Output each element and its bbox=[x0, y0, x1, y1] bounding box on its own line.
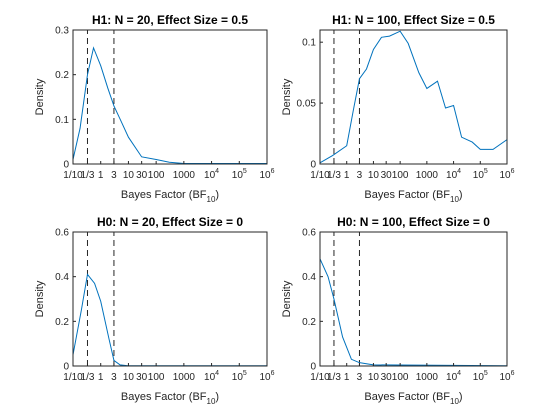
y-tick-label: 0.1 bbox=[55, 115, 69, 126]
x-axis-label: Bayes Factor (BF10) bbox=[121, 189, 219, 204]
y-tick-label: 0.3 bbox=[55, 26, 69, 37]
plot-area bbox=[320, 30, 507, 164]
x-tick-label: 105 bbox=[232, 168, 247, 181]
plot-area bbox=[320, 232, 507, 366]
x-tick-label: 100 bbox=[148, 170, 165, 181]
x-tick-label: 100 bbox=[148, 372, 165, 383]
axes-box bbox=[319, 29, 508, 165]
subplot-4: 0 0.2 0.4 0.6 1/101/3 1 3 10 30 100 1000 104 105 106 H… bbox=[281, 215, 515, 406]
x-tick-label: 1000 bbox=[173, 372, 196, 383]
x-tick-label: 1 bbox=[344, 372, 350, 383]
x-tick-label: 30 bbox=[381, 170, 393, 181]
y-tick-label: 0.2 bbox=[302, 317, 316, 328]
y-tick-label: 0.4 bbox=[55, 272, 69, 283]
x-tick-label: 1/3 bbox=[327, 170, 341, 181]
x-tick-label: 1000 bbox=[416, 170, 439, 181]
y-tick-label: 0 bbox=[63, 362, 69, 373]
x-tick-label: 105 bbox=[473, 370, 488, 383]
x-tick-label: 106 bbox=[259, 370, 274, 383]
axes-box bbox=[319, 231, 508, 367]
x-tick-label: 1/10 bbox=[310, 372, 330, 383]
y-axis-label: Density bbox=[281, 280, 293, 317]
y-axis-label: Density bbox=[281, 78, 293, 115]
y-axis-label: Density bbox=[34, 78, 46, 115]
x-tick-label: 1 bbox=[344, 170, 350, 181]
x-tick-label: 10 bbox=[368, 170, 380, 181]
y-tick-label: 0 bbox=[310, 160, 316, 171]
x-tick-label: 3 bbox=[357, 372, 363, 383]
subplot-title: H0: N = 100, Effect Size = 0 bbox=[337, 215, 490, 229]
x-tick-label: 30 bbox=[381, 372, 393, 383]
y-tick-label: 0 bbox=[310, 362, 316, 373]
axes-box bbox=[72, 231, 268, 367]
subplot-1: 0 0.1 0.2 0.3 1/101/3 1 3 10 30 100 1000 104 105 106 H… bbox=[34, 13, 275, 204]
series-line-1 bbox=[319, 258, 508, 367]
x-axis-label: Bayes Factor (BF10) bbox=[364, 189, 462, 204]
y-tick-label: 0 bbox=[63, 160, 69, 171]
x-tick-label: 30 bbox=[136, 170, 148, 181]
subplot-title: H1: N = 20, Effect Size = 0.5 bbox=[92, 13, 248, 27]
x-tick-label: 100 bbox=[392, 170, 409, 181]
x-tick-label: 1/10 bbox=[63, 372, 83, 383]
y-tick-label: 0.6 bbox=[55, 228, 69, 239]
series-line-1 bbox=[319, 30, 508, 164]
x-tick-label: 1 bbox=[98, 372, 104, 383]
y-axis-label: Density bbox=[34, 280, 46, 317]
x-tick-label: 1/10 bbox=[310, 170, 330, 181]
subplot-2: 0 0.05 0.1 1/101/3 1 3 10 30 100 1000 104 105 106 H1:… bbox=[281, 13, 515, 204]
x-tick-label: 1000 bbox=[416, 372, 439, 383]
x-tick-label: 3 bbox=[357, 170, 363, 181]
x-tick-label: 10 bbox=[368, 372, 380, 383]
x-axis-label: Bayes Factor (BF10) bbox=[364, 391, 462, 406]
y-tick-label: 0.6 bbox=[302, 228, 316, 239]
x-tick-label: 106 bbox=[499, 370, 514, 383]
series-line-1 bbox=[72, 273, 267, 367]
x-axis-label: Bayes Factor (BF10) bbox=[121, 391, 219, 406]
x-tick-label: 1/3 bbox=[81, 170, 95, 181]
x-tick-label: 104 bbox=[204, 168, 219, 181]
x-tick-label: 1/3 bbox=[81, 372, 95, 383]
x-tick-label: 3 bbox=[111, 372, 117, 383]
x-tick-label: 105 bbox=[232, 370, 247, 383]
axes-box bbox=[72, 29, 268, 165]
x-tick-label: 106 bbox=[259, 168, 274, 181]
y-tick-label: 0.2 bbox=[55, 70, 69, 81]
y-tick-label: 0.2 bbox=[55, 317, 69, 328]
x-tick-label: 105 bbox=[473, 168, 488, 181]
x-tick-label: 106 bbox=[499, 168, 514, 181]
x-tick-label: 10 bbox=[123, 170, 135, 181]
x-tick-label: 1000 bbox=[173, 170, 196, 181]
subplot-title: H1: N = 100, Effect Size = 0.5 bbox=[332, 13, 495, 27]
x-tick-label: 10 bbox=[123, 372, 135, 383]
y-tick-label: 0.4 bbox=[302, 272, 316, 283]
subplot-3: 0 0.2 0.4 0.6 1/101/3 1 3 10 30 100 1000 104 105 106 H… bbox=[34, 215, 275, 406]
y-tick-label: 0.1 bbox=[302, 38, 316, 49]
x-tick-label: 1/10 bbox=[63, 170, 83, 181]
x-tick-label: 100 bbox=[392, 372, 409, 383]
x-tick-label: 30 bbox=[136, 372, 148, 383]
x-tick-label: 104 bbox=[446, 370, 461, 383]
y-tick-label: 0.05 bbox=[297, 99, 317, 110]
x-tick-label: 104 bbox=[446, 168, 461, 181]
subplot-title: H0: N = 20, Effect Size = 0 bbox=[97, 215, 243, 229]
plot-area bbox=[73, 232, 267, 366]
plot-area bbox=[73, 30, 267, 164]
x-tick-label: 1 bbox=[98, 170, 104, 181]
x-tick-label: 1/3 bbox=[327, 372, 341, 383]
x-tick-label: 104 bbox=[204, 370, 219, 383]
x-tick-label: 3 bbox=[111, 170, 117, 181]
